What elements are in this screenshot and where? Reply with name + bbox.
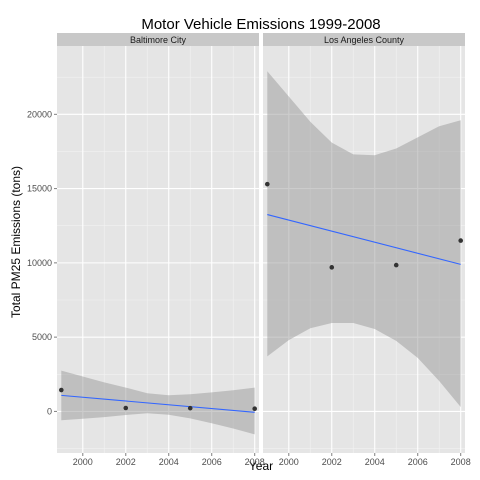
y-tick-label: 15000 [27, 184, 52, 194]
regression-line [267, 214, 461, 265]
chart-plot-area: 0 5000 10000 15000 20000 Baltimore City 2000 20… [27, 33, 471, 467]
facet-panel-2: Los Angeles County 2000 2002 2004 2006 2008 [263, 33, 471, 467]
facet-strip [57, 33, 259, 46]
x-tick-label: 2000 [73, 457, 93, 467]
data-point [252, 406, 258, 412]
facet-panel-1: Baltimore City 2000 2002 2004 2006 2008 [57, 33, 265, 467]
y-tick-label: 5000 [32, 332, 52, 342]
y-tick-label: 10000 [27, 258, 52, 268]
data-point [187, 405, 193, 411]
x-tick-label: 2006 [408, 457, 428, 467]
x-tick-label: 2002 [116, 457, 136, 467]
regression-line [61, 394, 255, 413]
data-point [58, 387, 64, 393]
y-tick-label: 20000 [27, 109, 52, 119]
facet-strip-label: Los Angeles County [324, 35, 405, 45]
data-point [264, 181, 270, 187]
x-tick-label: 2008 [245, 457, 265, 467]
facet-strip [263, 33, 465, 46]
confidence-band [61, 370, 255, 435]
y-axis-title: Total PM25 Emissions (tons) [9, 166, 23, 318]
x-tick-label: 2004 [365, 457, 385, 467]
x-tick-label: 2008 [451, 457, 471, 467]
data-point [458, 238, 464, 243]
chart-title: Motor Vehicle Emissions 1999-2008 [141, 16, 380, 33]
x-axis-title: Year [249, 459, 273, 473]
x-tick-label: 2002 [322, 457, 342, 467]
data-point [393, 262, 399, 268]
data-point [329, 265, 335, 270]
x-tick-label: 2004 [159, 457, 179, 467]
x-tick-label: 2000 [279, 457, 299, 467]
facet-strip-label: Baltimore City [130, 35, 187, 45]
x-tick-label: 2006 [202, 457, 222, 467]
y-tick-label: 0 [47, 406, 52, 416]
data-point [123, 405, 129, 411]
